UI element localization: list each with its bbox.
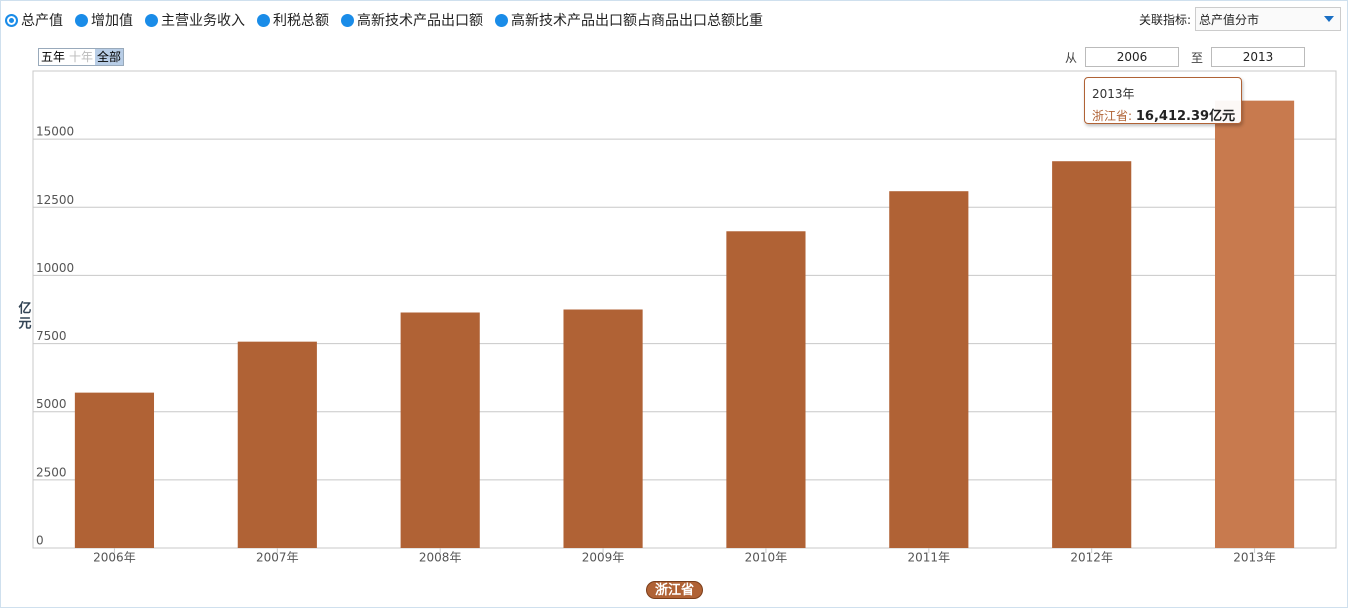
x-tick-label: 2009年: [582, 551, 625, 565]
period: 从 2006 至 2013: [1065, 47, 1317, 67]
range-buttons: 五年 十年 全部: [38, 48, 125, 66]
x-tick-label: 2011年: [908, 551, 951, 565]
metric-option[interactable]: 利税总额: [257, 10, 329, 30]
metric-option[interactable]: 主营业务收入: [145, 10, 245, 30]
bar: [1214, 100, 1295, 548]
related-value: 总产值分市: [1199, 12, 1260, 27]
tooltip: 2013年 浙江省 16,412.39亿元: [1084, 77, 1242, 124]
to-input[interactable]: 2013: [1211, 47, 1306, 67]
y-tick-label: 15000: [36, 125, 74, 139]
plot-area: [32, 70, 1337, 549]
metric-option[interactable]: 高新技术产品出口额占商品出口总额比重: [495, 10, 763, 30]
y-tick-label: 10000: [36, 261, 74, 275]
metric-label: 高新技术产品出口额: [357, 13, 483, 29]
metric-label: 总产值: [21, 13, 63, 29]
radio: [5, 13, 18, 27]
x-tick-label: 2007年: [256, 551, 299, 565]
from-label: 从: [1065, 50, 1078, 65]
range-button: 十年: [69, 50, 94, 64]
radio: [257, 13, 270, 27]
metric-option[interactable]: 高新技术产品出口额: [341, 10, 483, 30]
bar: [237, 341, 317, 548]
metric-option[interactable]: 总产值: [5, 10, 63, 30]
metric-label: 主营业务收入: [161, 13, 245, 29]
bar: [1052, 161, 1132, 549]
x-tick-label: 2013年: [1233, 551, 1276, 565]
x-tick-label: 2008年: [419, 551, 462, 565]
radio: [145, 13, 158, 27]
to-label: 至: [1191, 50, 1204, 65]
bar: [563, 309, 643, 548]
range-button[interactable]: 全部: [95, 49, 124, 65]
radio: [75, 13, 88, 27]
y-tick-label: 2500: [36, 465, 67, 479]
metric-label: 高新技术产品出口额占商品出口总额比重: [511, 13, 763, 29]
radio: [495, 13, 508, 27]
tooltip-value: 16,412.39亿元: [1135, 109, 1236, 124]
bar: [74, 392, 155, 548]
radio: [341, 13, 354, 27]
bar: [726, 231, 806, 548]
y-tick-label: 0: [36, 534, 44, 548]
metric-label: 利税总额: [273, 13, 329, 29]
tooltip-title: 2013年: [1092, 87, 1135, 101]
metric-label: 增加值: [91, 13, 133, 29]
from-input[interactable]: 2006: [1085, 47, 1180, 67]
range-button[interactable]: 五年: [41, 50, 66, 64]
bar: [889, 191, 969, 549]
bar: [400, 312, 480, 548]
y-tick-label: 7500: [36, 329, 67, 343]
x-tick-label: 2010年: [745, 551, 788, 565]
related-label: 关联指标:: [1138, 12, 1191, 27]
tooltip-series: 浙江省: [1092, 109, 1132, 123]
x-tick-label: 2006年: [93, 551, 136, 565]
metric-option[interactable]: 增加值: [75, 10, 133, 30]
y-tick-label: 12500: [36, 193, 74, 207]
related-select[interactable]: 总产值分市: [1195, 7, 1341, 31]
y-axis-label: 亿元: [16, 300, 32, 331]
legend-item[interactable]: 浙江省: [646, 581, 703, 599]
metric-options: 总产值 增加值 主营业务收入 利税总额 高新技术产品出口额 高新技术产品出口额占商品出口总…: [5, 10, 763, 30]
y-tick-label: 5000: [36, 397, 67, 411]
related-indicator: 关联指标: 总产值分市: [1139, 7, 1341, 31]
x-tick-label: 2012年: [1070, 551, 1113, 565]
